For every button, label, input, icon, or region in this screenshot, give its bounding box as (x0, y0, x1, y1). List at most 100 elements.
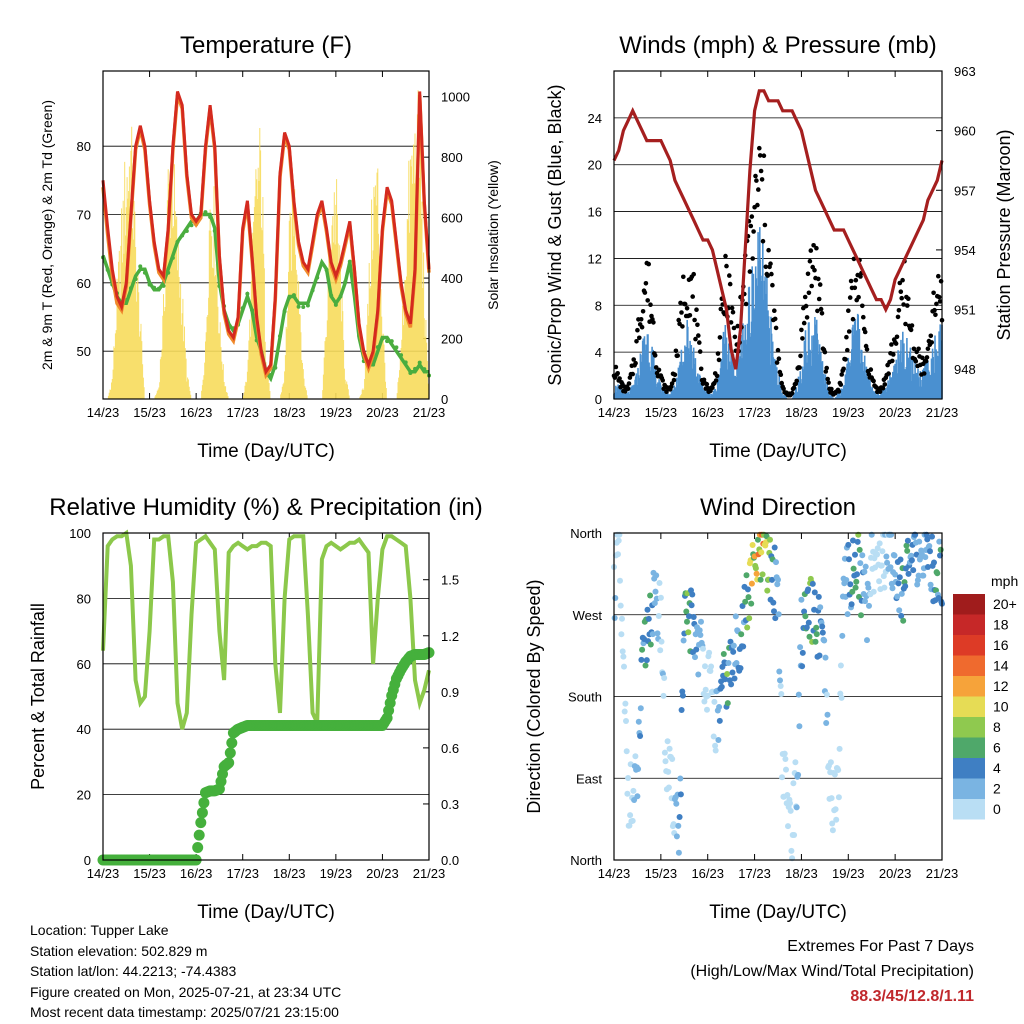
direction-point (787, 807, 794, 814)
direction-point (858, 612, 864, 619)
direction-point (902, 583, 909, 590)
direction-point (929, 533, 935, 540)
direction-point (634, 793, 641, 800)
gust-point (671, 377, 677, 383)
direction-point (815, 593, 822, 600)
gust-point (903, 321, 908, 327)
legend-swatch (953, 676, 985, 697)
direction-point (739, 603, 746, 609)
x-tick-label: 15/23 (133, 405, 166, 420)
direction-point (661, 675, 668, 681)
direction-point (874, 545, 881, 552)
direction-point (740, 643, 747, 650)
direction-point (733, 660, 740, 666)
gust-point (646, 261, 651, 267)
gust-point (717, 335, 723, 340)
dewpoint-point (250, 308, 255, 313)
gust-point (906, 296, 911, 302)
direction-point (746, 615, 753, 622)
direction-point (730, 648, 737, 655)
direction-point (664, 738, 671, 745)
legend-swatch (953, 717, 985, 738)
gust-point (843, 357, 848, 362)
direction-point (617, 577, 623, 584)
direction-point (778, 691, 785, 697)
dewpoint-point (296, 304, 301, 309)
direction-point (684, 618, 690, 625)
direction-point (854, 571, 860, 578)
gust-point (640, 309, 646, 314)
direction-point (732, 613, 739, 620)
direction-point (844, 611, 851, 618)
direction-point (730, 642, 737, 649)
direction-point (927, 581, 934, 588)
direction-point (908, 552, 915, 559)
direction-point (920, 572, 927, 579)
direction-point (724, 671, 731, 677)
direction-point (657, 647, 664, 654)
direction-point (846, 556, 852, 563)
dewpoint-point (128, 286, 133, 291)
dewpoint-point (324, 267, 329, 272)
y-tick-label-left: 60 (77, 276, 91, 291)
direction-point (665, 768, 672, 775)
dewpoint-point (380, 336, 385, 341)
direction-point (784, 792, 791, 798)
x-tick-label: 18/23 (273, 866, 306, 881)
direction-point (708, 663, 715, 670)
direction-point (861, 568, 868, 575)
direction-point (656, 580, 663, 586)
gust-point (758, 168, 764, 174)
gust-point (635, 327, 640, 333)
gust-point (755, 202, 760, 208)
direction-point (748, 600, 755, 607)
legend-label: 10 (993, 699, 1009, 715)
relative-humidity-series (101, 529, 431, 730)
legend-label: 12 (993, 678, 1009, 694)
direction-point (624, 790, 631, 797)
direction-point (813, 631, 820, 638)
direction-point (629, 817, 636, 824)
gust-point (669, 381, 675, 386)
gust-point (692, 317, 697, 323)
direction-point (790, 780, 797, 787)
dewpoint-point (333, 302, 338, 307)
direction-point (718, 683, 725, 690)
direction-point (743, 572, 750, 579)
x-tick-label: 21/23 (926, 866, 959, 881)
gust-point (829, 386, 834, 392)
y-tick-label-right: 1.5 (441, 573, 459, 588)
gust-point (861, 314, 866, 320)
direction-point (625, 775, 632, 781)
gust-point (895, 314, 901, 320)
direction-point (645, 615, 652, 622)
gust-point (731, 325, 737, 331)
direction-point (701, 698, 708, 705)
x-tick-label: 21/23 (413, 405, 446, 420)
gust-point (775, 347, 781, 353)
gust-point (615, 371, 620, 376)
x-tick-label: 16/23 (691, 866, 724, 881)
dewpoint-point (310, 288, 315, 293)
y-tick-label-right: 400 (441, 271, 463, 286)
direction-point (887, 564, 894, 571)
panel-title: Wind Direction (700, 494, 856, 521)
direction-point (777, 683, 784, 689)
direction-point (695, 671, 702, 678)
direction-point (647, 592, 654, 599)
direction-point (822, 654, 829, 661)
gust-point (808, 248, 814, 253)
gust-point (626, 381, 632, 386)
direction-point (850, 537, 856, 544)
gust-point (779, 380, 784, 386)
gust-point (913, 358, 919, 364)
gust-point (773, 325, 779, 331)
direction-point (829, 820, 836, 827)
gust-point (757, 145, 762, 151)
direction-point (857, 560, 864, 567)
direction-point (680, 637, 687, 644)
direction-point (724, 700, 731, 707)
direction-point (642, 662, 649, 669)
direction-point (829, 827, 836, 834)
